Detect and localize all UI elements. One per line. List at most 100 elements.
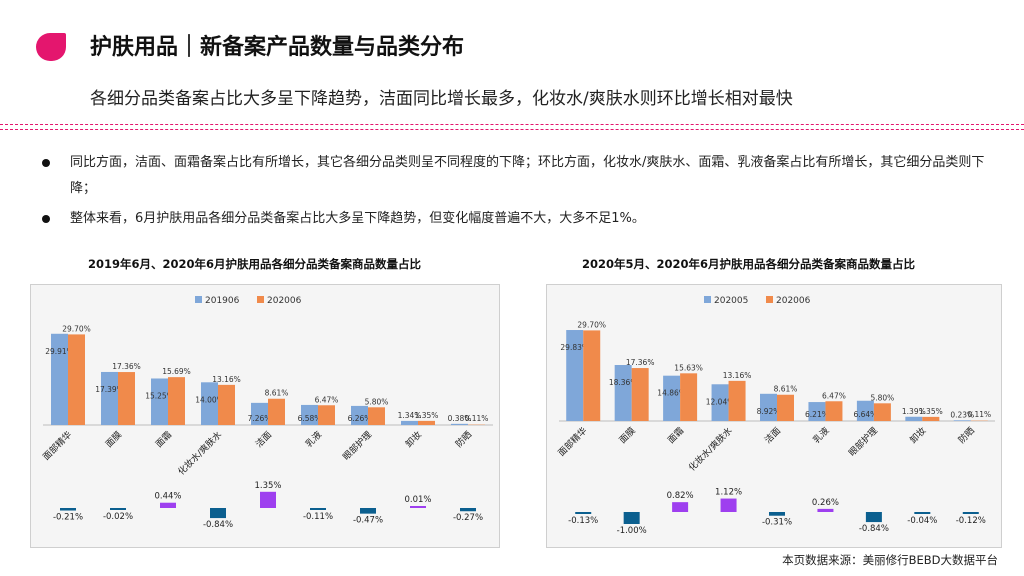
data-label: 1.35% [415, 411, 439, 420]
data-label: 6.47% [315, 395, 339, 404]
tick-label: 面霜 [154, 429, 175, 450]
diff-label: -0.31% [762, 518, 792, 528]
diff-bar [623, 512, 640, 524]
data-label: 0.23% [950, 410, 974, 419]
data-label: 0.38% [448, 414, 472, 423]
diff-bar [817, 508, 834, 512]
data-label: 18.36% [609, 378, 638, 387]
tick-label: 眼部护理 [340, 429, 374, 463]
divider-bottom [0, 129, 1024, 130]
tick-label: 面霜 [666, 425, 687, 446]
brand-logo-icon [36, 33, 66, 61]
bar [218, 384, 235, 425]
data-source-note: 本页数据来源：美丽修行BEBD大数据平台 [782, 553, 998, 567]
data-label: 29.91% [45, 347, 74, 356]
legend-label: 202006 [267, 296, 302, 306]
diff-label: -0.12% [956, 516, 986, 526]
diff-bar [360, 508, 376, 514]
diff-label: -0.02% [103, 512, 133, 522]
data-label: 5.80% [365, 397, 389, 406]
tick-label: 面部精华 [555, 425, 589, 459]
bar [760, 393, 777, 421]
legend-label: 201906 [205, 296, 240, 306]
data-label: 1.34% [398, 411, 422, 420]
tick-label: 乳液 [810, 425, 831, 446]
bar [451, 423, 468, 425]
diff-bar [410, 506, 426, 508]
data-label: 29.70% [577, 320, 606, 329]
data-label: 14.86% [657, 389, 686, 398]
data-label: 1.39% [902, 407, 926, 416]
bar [301, 404, 318, 425]
data-label: 15.69% [162, 367, 191, 376]
chart-panel-yoy: 201906 202006 29.91% 29.70% 面部精华 -0.21% 17.39%… [30, 284, 500, 548]
data-label: 8.92% [757, 407, 781, 416]
legend-swatch [257, 296, 264, 303]
bullet-text: 整体来看，6月护肤用品各细分品类备案占比大多呈下降趋势，但变化幅度普遍不大，大多… [70, 211, 645, 226]
diff-label: 0.82% [667, 491, 694, 501]
page-title: 护肤用品｜新备案产品数量与品类分布 [90, 35, 465, 60]
bar [583, 330, 601, 421]
data-label: 15.63% [674, 363, 703, 372]
bar [856, 400, 874, 421]
legend-label: 202006 [776, 296, 811, 306]
bar [68, 334, 85, 425]
page-subtitle: 各细分品类备案占比大多呈下降趋势，洁面同比增长最多，化妆水/爽肤水则环比增长相对… [90, 89, 793, 109]
bullet-text: 同比方面，洁面、面霜备案占比有所增长，其它各细分品类则呈不同程度的下降；环比方面… [70, 155, 985, 196]
data-label: 29.83% [560, 343, 589, 352]
data-label: 13.16% [723, 371, 752, 380]
bar [251, 402, 268, 425]
chart-title-yoy: 2019年6月、2020年6月护肤用品各细分品类备案商品数量占比 [88, 257, 422, 271]
data-label: 14.00% [195, 395, 224, 404]
tick-label: 乳液 [303, 429, 324, 450]
tick-label: 防晒 [956, 425, 977, 446]
bar [777, 394, 794, 421]
diff-bar [160, 502, 176, 508]
diff-label: -0.21% [53, 513, 83, 523]
data-label: 15.25% [145, 391, 174, 400]
diff-bar [260, 491, 276, 508]
data-label: 0.11% [967, 410, 991, 419]
tick-label: 眼部护理 [846, 425, 880, 459]
tick-label: 化妆水/爽肤水 [686, 425, 735, 474]
bar [631, 368, 649, 421]
diff-label: 0.44% [154, 492, 181, 502]
bar [711, 384, 729, 421]
diff-bar [865, 512, 882, 523]
bullet-list: 同比方面，洁面、面霜备案占比有所增长，其它各细分品类则呈不同程度的下降；环比方面… [40, 150, 990, 236]
data-label: 13.16% [212, 375, 241, 384]
data-label: 12.04% [706, 397, 735, 406]
bar [168, 377, 185, 425]
data-label: 29.70% [62, 324, 91, 333]
bar [418, 420, 435, 425]
bullet-dot-icon [42, 159, 50, 167]
data-label: 6.21% [805, 410, 829, 419]
diff-label: -1.00% [617, 526, 647, 536]
bullet-item: 同比方面，洁面、面霜备案占比有所增长，其它各细分品类则呈不同程度的下降；环比方面… [40, 150, 990, 202]
diff-label: -0.84% [859, 524, 889, 534]
chart-mom: 202005 202006 29.83% 29.70% 面部精华 -0.13% 18.36%… [555, 296, 995, 536]
tick-label: 面膜 [617, 425, 638, 446]
data-label: 6.64% [853, 410, 877, 419]
data-label: 17.39% [95, 385, 124, 394]
bar [728, 380, 746, 421]
diff-bar [110, 508, 126, 510]
data-label: 6.47% [822, 391, 846, 400]
diff-label: -0.27% [453, 513, 483, 523]
bar [118, 372, 135, 425]
data-label: 17.36% [112, 362, 141, 371]
divider-top [0, 124, 1024, 125]
bar [873, 403, 891, 421]
bar [566, 330, 584, 421]
legend-swatch [195, 296, 202, 303]
diff-label: -0.13% [568, 516, 598, 526]
diff-label: -0.11% [303, 512, 333, 522]
bar [825, 401, 843, 421]
diff-label: -0.47% [353, 516, 383, 526]
diff-label: 1.12% [715, 488, 742, 498]
bar [51, 333, 68, 425]
bar [808, 402, 826, 421]
bar [201, 382, 218, 425]
bar [101, 371, 118, 425]
data-label: 5.80% [870, 393, 894, 402]
